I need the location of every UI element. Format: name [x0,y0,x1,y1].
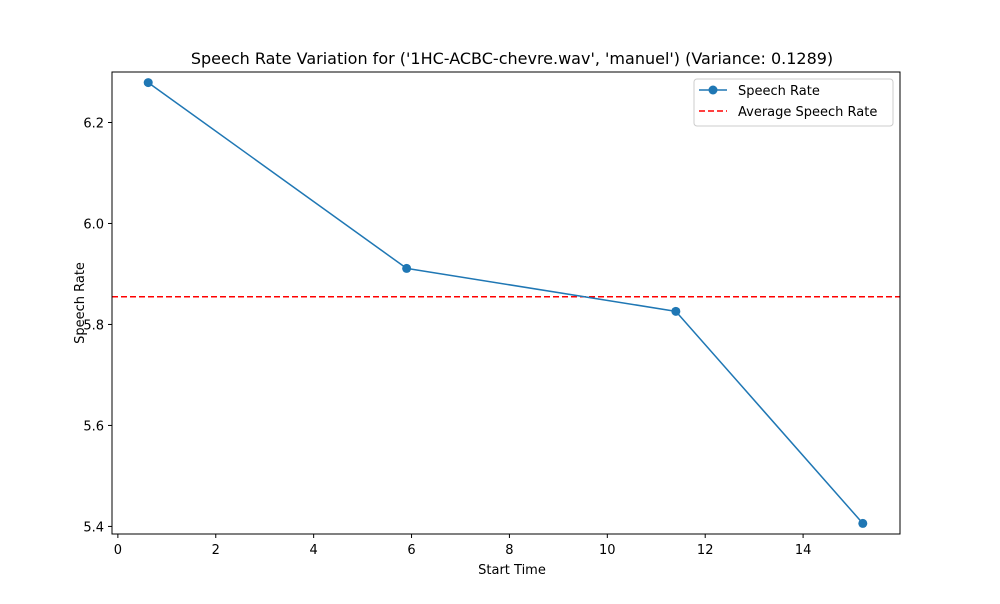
plot-area [112,72,900,534]
y-tick-label: 5.4 [83,520,104,535]
x-axis-label: Start Time [478,563,546,578]
speech-rate-point [858,518,868,528]
x-tick-label: 2 [212,543,220,558]
plot-background [112,72,900,534]
axes-layer: 0 2 4 6 8 10 12 14 5.4 5.6 5.8 6.0 6.2 [83,71,901,558]
x-tick-label: 6 [407,543,415,558]
legend-label-speech-rate: Speech Rate [738,84,820,99]
x-tick-label: 14 [795,543,812,558]
speech-rate-point [671,306,681,316]
y-tick-label: 6.0 [83,217,104,232]
x-tick-label: 10 [599,543,616,558]
chart-title: Speech Rate Variation for ('1HC-ACBC-che… [191,49,833,68]
speech-rate-point [143,78,153,88]
legend-box [693,78,894,127]
speech-rate-point [402,263,412,273]
y-axis-label: Speech Rate [73,262,88,344]
legend-marker-speech-rate [708,85,718,95]
x-tick-label: 8 [505,543,513,558]
y-tick-label: 5.8 [83,318,104,333]
y-tick-label: 5.6 [83,419,104,434]
x-tick-label: 12 [697,543,714,558]
series-layer [112,78,900,528]
x-tick-label: 0 [114,543,122,558]
axes-frame [111,71,901,535]
legend-label-average-speech-rate: Average Speech Rate [738,105,877,120]
legend: Speech Rate Average Speech Rate [693,78,894,127]
speech-rate-series-line [147,81,864,524]
x-tick-label: 4 [310,543,318,558]
y-tick-label: 6.2 [83,116,104,131]
